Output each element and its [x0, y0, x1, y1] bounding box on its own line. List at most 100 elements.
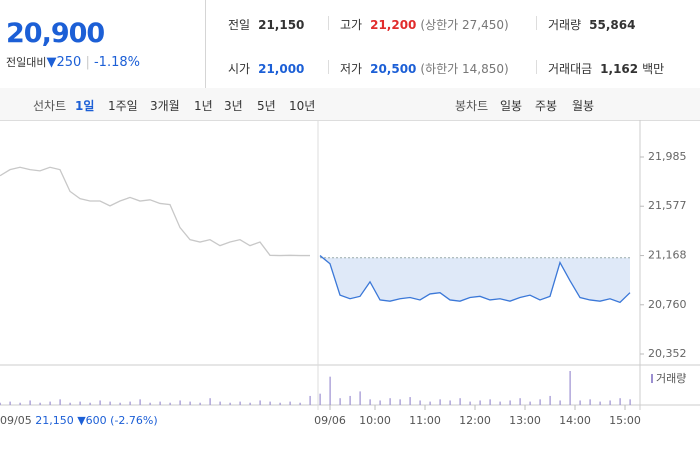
- volume-bar: [199, 402, 201, 405]
- stat-value: 1,162: [600, 62, 639, 76]
- volume-bar: [109, 401, 111, 405]
- volume-bar: [529, 401, 531, 405]
- tab[interactable]: 1주일: [108, 99, 138, 113]
- tab[interactable]: 10년: [289, 99, 316, 113]
- volume-bar: [429, 401, 431, 405]
- tab-bar: 선차트 1일 1주일 3개월 1년 3년 5년 10년 봉차트 일봉 주봉 월봉: [0, 88, 700, 121]
- volume-bar: [59, 399, 61, 405]
- x-tick-label: 12:00: [459, 414, 491, 427]
- volume-bar: [89, 402, 91, 405]
- legend-swatch: [651, 374, 653, 383]
- volume-bar: [219, 401, 221, 405]
- legend-label: 거래량: [656, 372, 686, 385]
- volume-bar: [259, 400, 261, 405]
- volume-bar: [209, 398, 211, 405]
- volume-bar: [159, 401, 161, 405]
- price-box: 20,900 전일대비▼250 | -1.18%: [0, 0, 206, 88]
- volume-bar: [139, 399, 141, 405]
- volume-bar: [449, 400, 451, 405]
- arrow: ▼: [77, 414, 86, 427]
- volume-bar: [489, 399, 491, 405]
- volume-bar: [249, 402, 251, 405]
- stat-value: 21,200: [370, 18, 417, 32]
- stat: 고가 21,200 (상한가 27,450): [340, 16, 509, 33]
- stat: 거래량 55,864: [548, 16, 635, 33]
- y-tick-label: 20,352: [648, 347, 687, 360]
- volume-bar: [619, 398, 621, 405]
- volume-bar: [569, 371, 571, 405]
- chart: 21,985 21,577 21,168 20,760 20,352 09/06 10:00…: [0, 120, 700, 427]
- stat: 시가 21,000: [228, 60, 304, 77]
- x-tick-label: 10:00: [359, 414, 391, 427]
- volume-bar: [329, 376, 331, 405]
- change-pct: -1.18%: [93, 55, 140, 70]
- volume-bar: [189, 401, 191, 405]
- legend: 09/05 21,150 ▼600 (-2.76%): [0, 414, 158, 427]
- volume-bar: [19, 402, 21, 405]
- summary: 20,900 전일대비▼250 | -1.18% 전일 21,150 고가 21,20…: [0, 0, 700, 89]
- tab-group-label: 봉차트: [455, 99, 489, 113]
- price-line: [0, 166, 310, 257]
- volume-bar: [269, 401, 271, 405]
- area: [320, 255, 630, 303]
- volume-bar: [439, 399, 441, 405]
- volume-bar: [119, 402, 121, 405]
- tab[interactable]: 3년: [224, 99, 243, 113]
- tab[interactable]: 월봉: [572, 99, 595, 113]
- tab[interactable]: 1년: [194, 99, 213, 113]
- volume-bar: [519, 398, 521, 405]
- volume-bar: [389, 398, 391, 405]
- change-value: 250: [56, 55, 82, 70]
- y-tick-label: 21,577: [648, 199, 687, 212]
- stat-value: 21,150: [258, 18, 305, 32]
- volume-bar: [409, 397, 411, 405]
- divider: [536, 60, 537, 74]
- volume-bar: [629, 399, 631, 405]
- volume-bar: [399, 399, 401, 405]
- y-tick-label: 21,168: [648, 249, 687, 262]
- volume-bar: [589, 399, 591, 405]
- volume-bar: [559, 400, 561, 405]
- tab[interactable]: 1일: [75, 99, 95, 113]
- volume-bar: [319, 393, 321, 405]
- y-tick-label: 21,985: [648, 150, 687, 163]
- volume-bar: [359, 391, 361, 405]
- stat-label: 거래량: [548, 18, 582, 32]
- stat: 전일 21,150: [228, 16, 304, 33]
- tab[interactable]: 주봉: [535, 99, 558, 113]
- legend-item: 21,150: [35, 414, 74, 427]
- change-label: 전일대비: [6, 56, 47, 69]
- legend-item: (-2.76%): [110, 414, 158, 427]
- volume-bar: [419, 400, 421, 405]
- volume-bar: [459, 398, 461, 405]
- volume-bar: [39, 402, 41, 405]
- volume-bar: [609, 400, 611, 405]
- x-tick-label: 11:00: [409, 414, 441, 427]
- stat-label: 시가: [228, 62, 251, 76]
- volume-bar: [369, 399, 371, 405]
- volume-bar: [379, 400, 381, 405]
- volume-bar: [469, 401, 471, 405]
- tab[interactable]: 일봉: [500, 99, 523, 113]
- x-tick-label: 15:00: [609, 414, 641, 427]
- divider: [328, 16, 329, 30]
- volume-bar: [0, 402, 1, 405]
- y-tick-label: 20,760: [648, 298, 687, 311]
- change: 전일대비▼250 | -1.18%: [6, 55, 140, 70]
- volume-bar: [49, 401, 51, 405]
- x-tick-label: 09/06: [314, 414, 346, 427]
- volume-bar: [129, 401, 131, 405]
- volume-bar: [289, 401, 291, 405]
- volume-bar: [349, 395, 351, 405]
- stat: 저가 20,500 (하한가 14,850): [340, 60, 509, 77]
- stat-label: 고가: [340, 18, 363, 32]
- volume-bar: [579, 400, 581, 405]
- stat-value: 21,000: [258, 62, 305, 76]
- volume-bar: [179, 400, 181, 405]
- volume-bar: [69, 402, 71, 405]
- tab[interactable]: 3개월: [150, 99, 180, 113]
- tab-group-label: 선차트: [33, 99, 67, 113]
- legend-item: 09/05: [0, 414, 32, 427]
- tab[interactable]: 5년: [257, 99, 276, 113]
- volume-bar: [229, 402, 231, 405]
